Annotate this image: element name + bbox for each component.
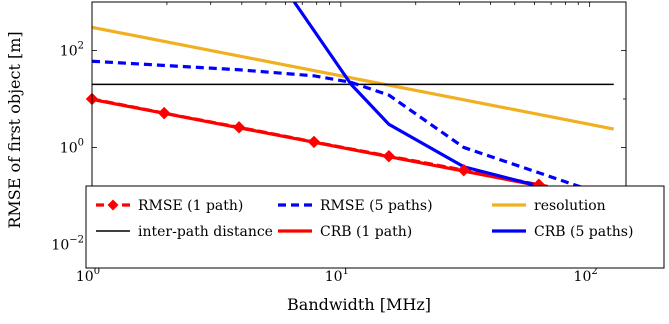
data-point-rmse1: [157, 106, 171, 120]
y-tick-label: 102: [60, 40, 84, 59]
data-point-rmse1: [457, 163, 470, 177]
x-tick-labels: 100 101 102: [76, 266, 598, 285]
legend: RMSE (1 path) RMSE (5 paths) resolution int…: [85, 185, 665, 269]
x-tick-exp: 1: [343, 266, 349, 277]
x-tick-base: 10: [574, 269, 592, 285]
legend-label-rmse5: RMSE (5 paths): [320, 198, 433, 214]
y-axis-title: RMSE of first object [m]: [5, 31, 24, 228]
data-point-rmse1: [382, 149, 396, 163]
x-tick-base: 10: [76, 269, 94, 285]
x-tick-exp: 0: [94, 266, 100, 277]
data-point-rmse1: [232, 121, 246, 134]
x-tick-label: 102: [574, 266, 598, 285]
series-line-resolution: [92, 25, 615, 131]
legend-marker-rmse1: [107, 199, 119, 211]
series-line-rmse5: [92, 59, 615, 200]
legend-label-interpath: inter-path distance: [138, 224, 273, 240]
legend-label-crb5: CRB (5 paths): [534, 224, 633, 240]
y-tick-exp: 0: [78, 137, 84, 148]
x-tick-base: 10: [325, 269, 343, 285]
legend-box: [85, 185, 665, 269]
x-tick-exp: 2: [591, 266, 597, 277]
legend-label-rmse1: RMSE (1 path): [138, 198, 243, 214]
y-tick-base: 10: [60, 43, 78, 59]
y-tick-label: 100: [60, 137, 84, 156]
y-tick-base: 10: [51, 237, 69, 253]
y-tick-exp: −2: [69, 234, 84, 245]
x-tick-label: 101: [325, 266, 349, 285]
legend-label-crb1: CRB (1 path): [320, 224, 412, 240]
x-tick-label: 100: [76, 266, 100, 285]
series-layer: [92, 2, 615, 203]
y-tick-label: 10−2: [51, 234, 84, 253]
y-tick-base: 10: [60, 140, 78, 156]
data-point-rmse1: [307, 135, 321, 149]
legend-label-resolution: resolution: [534, 198, 606, 214]
x-axis-title: Bandwidth [MHz]: [287, 295, 431, 314]
y-tick-exp: 2: [78, 40, 84, 51]
